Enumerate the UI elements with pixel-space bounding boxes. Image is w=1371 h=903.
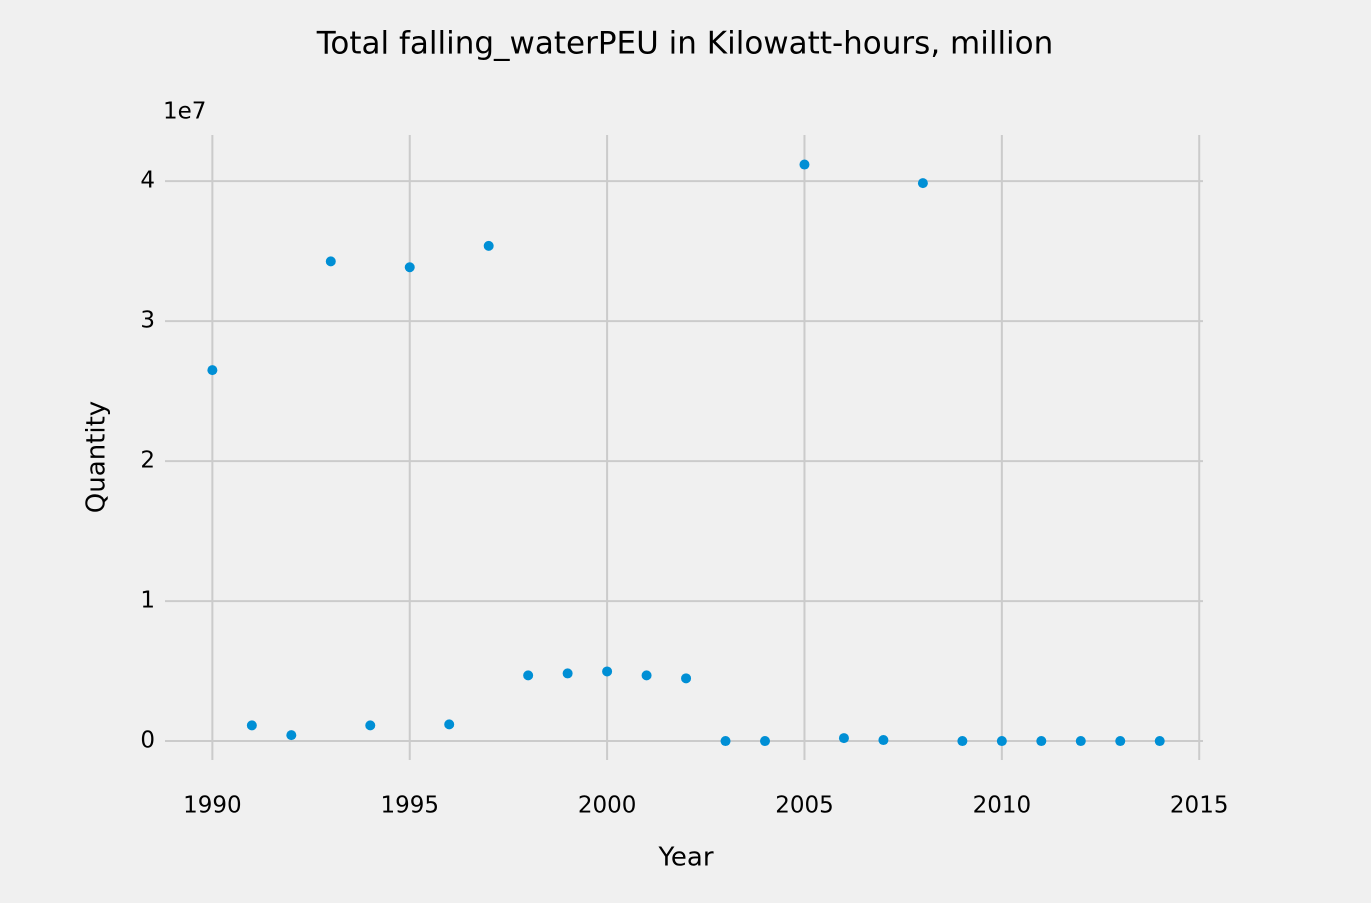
point	[562, 668, 573, 679]
point	[996, 736, 1007, 747]
x-tick-label: 1995	[380, 793, 439, 819]
point	[917, 178, 928, 189]
point	[404, 262, 415, 273]
x-tick-label: 2010	[973, 793, 1032, 819]
point	[365, 720, 376, 731]
y-tick-label: 1	[140, 588, 155, 614]
point	[286, 730, 297, 741]
point	[1154, 736, 1165, 747]
marks	[207, 159, 1165, 747]
point	[838, 733, 849, 744]
x-tick-label: 2005	[775, 793, 834, 819]
point	[523, 670, 534, 681]
y-axis-label: Quantity	[82, 401, 112, 513]
point	[1036, 736, 1047, 747]
x-axis-label: Year	[657, 843, 713, 873]
y-tick-label: 4	[140, 168, 155, 194]
point	[325, 256, 336, 267]
point	[602, 666, 613, 677]
point	[207, 365, 218, 376]
point	[1075, 736, 1086, 747]
point	[720, 736, 731, 747]
point	[799, 159, 810, 170]
grid: 0 1 2 3 4 1990 1995 2000 2005 2010 2015	[140, 135, 1228, 819]
point	[878, 735, 889, 746]
point	[483, 240, 494, 251]
point	[957, 736, 968, 747]
x-tick-label: 1990	[183, 793, 242, 819]
y-tick-label: 2	[140, 448, 155, 474]
point	[681, 673, 692, 684]
point	[246, 720, 257, 731]
point	[760, 736, 770, 747]
y-tick-label: 0	[140, 728, 155, 754]
x-tick-label: 2000	[578, 793, 637, 819]
chart-title: Total falling_waterPEU in Kilowatt-hours…	[316, 26, 1054, 62]
point	[641, 670, 652, 681]
x-tick-label: 2015	[1170, 793, 1229, 819]
y-offset-label: 1e7	[163, 99, 206, 125]
point	[1115, 736, 1126, 747]
point	[444, 719, 455, 730]
y-tick-label: 3	[140, 308, 155, 334]
